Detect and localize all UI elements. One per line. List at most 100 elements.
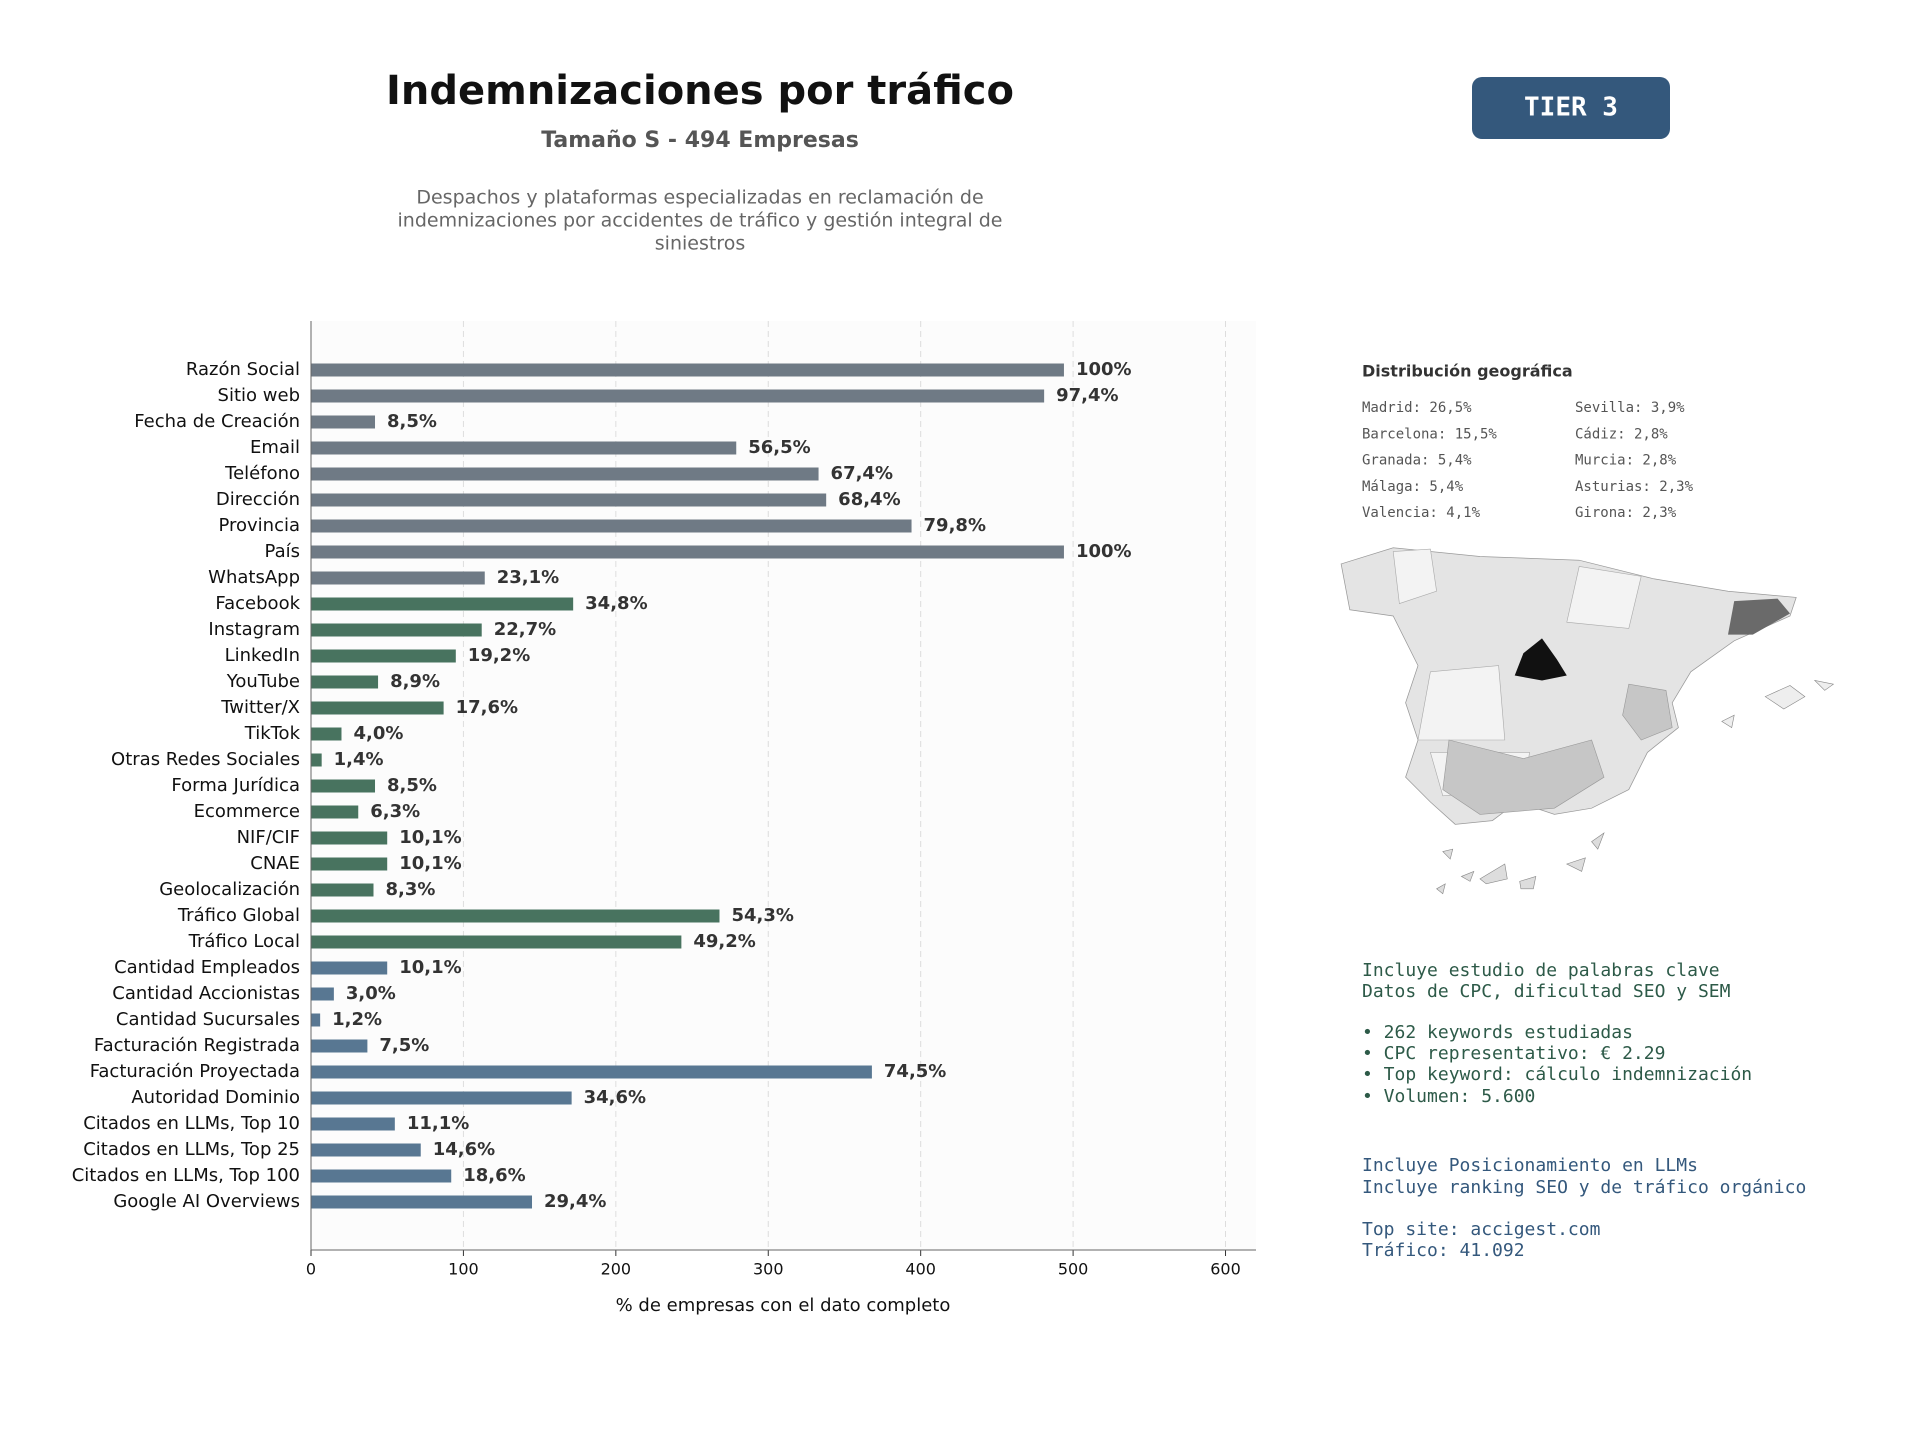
description: Despachos y plataformas especializadas e… [416, 187, 983, 209]
value-label: 7,5% [379, 1035, 429, 1056]
bar [311, 571, 485, 585]
geo-item: Valencia: 4,1% [1362, 505, 1481, 521]
value-label: 8,9% [390, 671, 440, 692]
keyword-line: Incluye estudio de palabras clave [1362, 960, 1720, 981]
value-label: 10,1% [399, 957, 461, 978]
value-label: 18,6% [463, 1165, 525, 1186]
value-label: 34,8% [585, 593, 647, 614]
x-axis-label: % de empresas con el dato completo [616, 1295, 951, 1316]
y-tick-label: Teléfono [224, 463, 300, 484]
geo-item: Madrid: 26,5% [1362, 400, 1472, 416]
y-tick-label: Forma Jurídica [171, 775, 300, 796]
bar [311, 675, 379, 689]
keyword-line: • CPC representativo: € 2.29 [1362, 1043, 1665, 1064]
value-label: 22,7% [494, 619, 556, 640]
value-label: 10,1% [399, 827, 461, 848]
madrid [1514, 638, 1567, 681]
value-label: 100% [1076, 359, 1132, 380]
bar [311, 467, 819, 481]
geo-item: Asturias: 2,3% [1575, 479, 1694, 495]
llm-line: Top site: accigest.com [1362, 1219, 1600, 1240]
x-tick-label: 100 [448, 1260, 479, 1279]
value-label: 54,3% [731, 905, 793, 926]
y-tick-label: Autoridad Dominio [131, 1087, 300, 1108]
bar [311, 415, 376, 429]
y-tick-label: YouTube [226, 671, 300, 692]
canaries [1436, 832, 1605, 895]
geo-item: Málaga: 5,4% [1362, 479, 1464, 495]
y-tick-label: LinkedIn [225, 645, 300, 666]
value-label: 11,1% [407, 1113, 469, 1134]
y-tick-label: NIF/CIF [237, 827, 300, 848]
bar [311, 519, 912, 533]
value-label: 8,5% [387, 775, 437, 796]
bar [311, 935, 682, 949]
y-tick-label: Tráfico Global [177, 905, 300, 926]
value-label: 56,5% [748, 437, 810, 458]
bar [311, 649, 456, 663]
y-tick-label: Instagram [208, 619, 300, 640]
subtitle: Tamaño S - 494 Empresas [541, 128, 859, 153]
geo-item: Barcelona: 15,5% [1362, 426, 1497, 442]
y-tick-label: País [265, 541, 300, 562]
bar [311, 831, 388, 845]
geo-item: Cádiz: 2,8% [1575, 426, 1668, 442]
x-tick-label: 500 [1058, 1260, 1089, 1279]
value-label: 68,4% [838, 489, 900, 510]
y-tick-label: Facturación Proyectada [90, 1061, 300, 1082]
geo-item: Girona: 2,3% [1575, 505, 1677, 521]
bar [311, 701, 444, 715]
description: siniestros [655, 233, 745, 255]
value-label: 17,6% [456, 697, 518, 718]
bar [311, 493, 827, 507]
value-label: 34,6% [584, 1087, 646, 1108]
value-label: 23,1% [497, 567, 559, 588]
geo-item: Murcia: 2,8% [1575, 453, 1677, 469]
llm-line: Incluye Posicionamiento en LLMs [1362, 1155, 1698, 1176]
geo-item: Sevilla: 3,9% [1575, 400, 1685, 416]
value-label: 79,8% [924, 515, 986, 536]
keyword-line: • 262 keywords estudiadas [1362, 1022, 1633, 1043]
value-label: 14,6% [433, 1139, 495, 1160]
value-label: 8,3% [385, 879, 435, 900]
y-tick-label: Sitio web [218, 385, 300, 406]
map [1340, 547, 1835, 895]
value-label: 67,4% [831, 463, 893, 484]
value-label: 8,5% [387, 411, 437, 432]
y-tick-label: CNAE [250, 853, 300, 874]
badge-text: TIER 3 [1524, 93, 1618, 123]
bar [311, 1013, 321, 1027]
y-tick-label: Dirección [216, 489, 300, 510]
bar [311, 857, 388, 871]
bar [311, 441, 737, 455]
y-tick-label: Provincia [218, 515, 300, 536]
bar [311, 779, 376, 793]
value-label: 10,1% [399, 853, 461, 874]
value-label: 19,2% [468, 645, 530, 666]
y-tick-label: Otras Redes Sociales [111, 749, 300, 770]
bar [311, 545, 1064, 559]
value-label: 6,3% [370, 801, 420, 822]
bar [311, 597, 574, 611]
geo-title: Distribución geográfica [1362, 362, 1573, 381]
barcelona [1728, 598, 1790, 635]
bar [311, 1091, 572, 1105]
llm-line: Incluye ranking SEO y de tráfico orgánic… [1362, 1177, 1806, 1198]
y-tick-label: Email [250, 437, 300, 458]
y-tick-label: Razón Social [186, 359, 300, 380]
value-label: 74,5% [884, 1061, 946, 1082]
value-label: 100% [1076, 541, 1132, 562]
bar [311, 1195, 533, 1209]
y-tick-label: TikTok [244, 723, 301, 744]
badge [1472, 77, 1670, 139]
geo-item: Granada: 5,4% [1362, 453, 1472, 469]
y-tick-label: Citados en LLMs, Top 25 [83, 1139, 300, 1160]
x-tick-label: 600 [1210, 1260, 1241, 1279]
title: Indemnizaciones por tráfico [386, 68, 1014, 114]
bar [311, 909, 720, 923]
regions [1392, 548, 1642, 797]
bar [311, 1039, 368, 1053]
bar [311, 753, 322, 767]
bar [311, 727, 342, 741]
